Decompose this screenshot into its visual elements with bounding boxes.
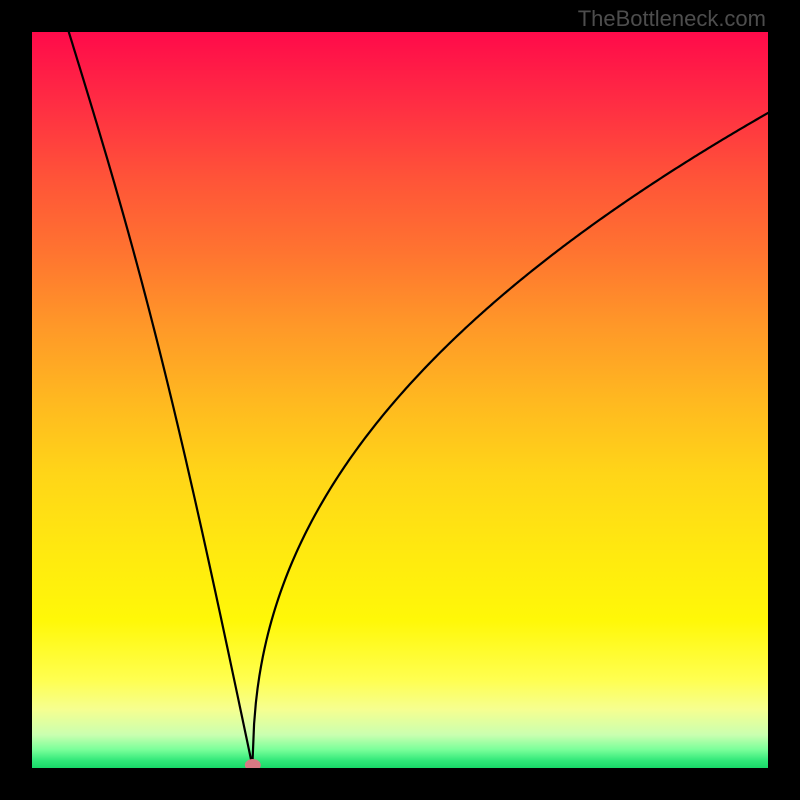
watermark-text: TheBottleneck.com [578,6,766,32]
plot-svg [32,32,768,768]
gradient-background [32,32,768,768]
image-root: TheBottleneck.com [0,0,800,800]
